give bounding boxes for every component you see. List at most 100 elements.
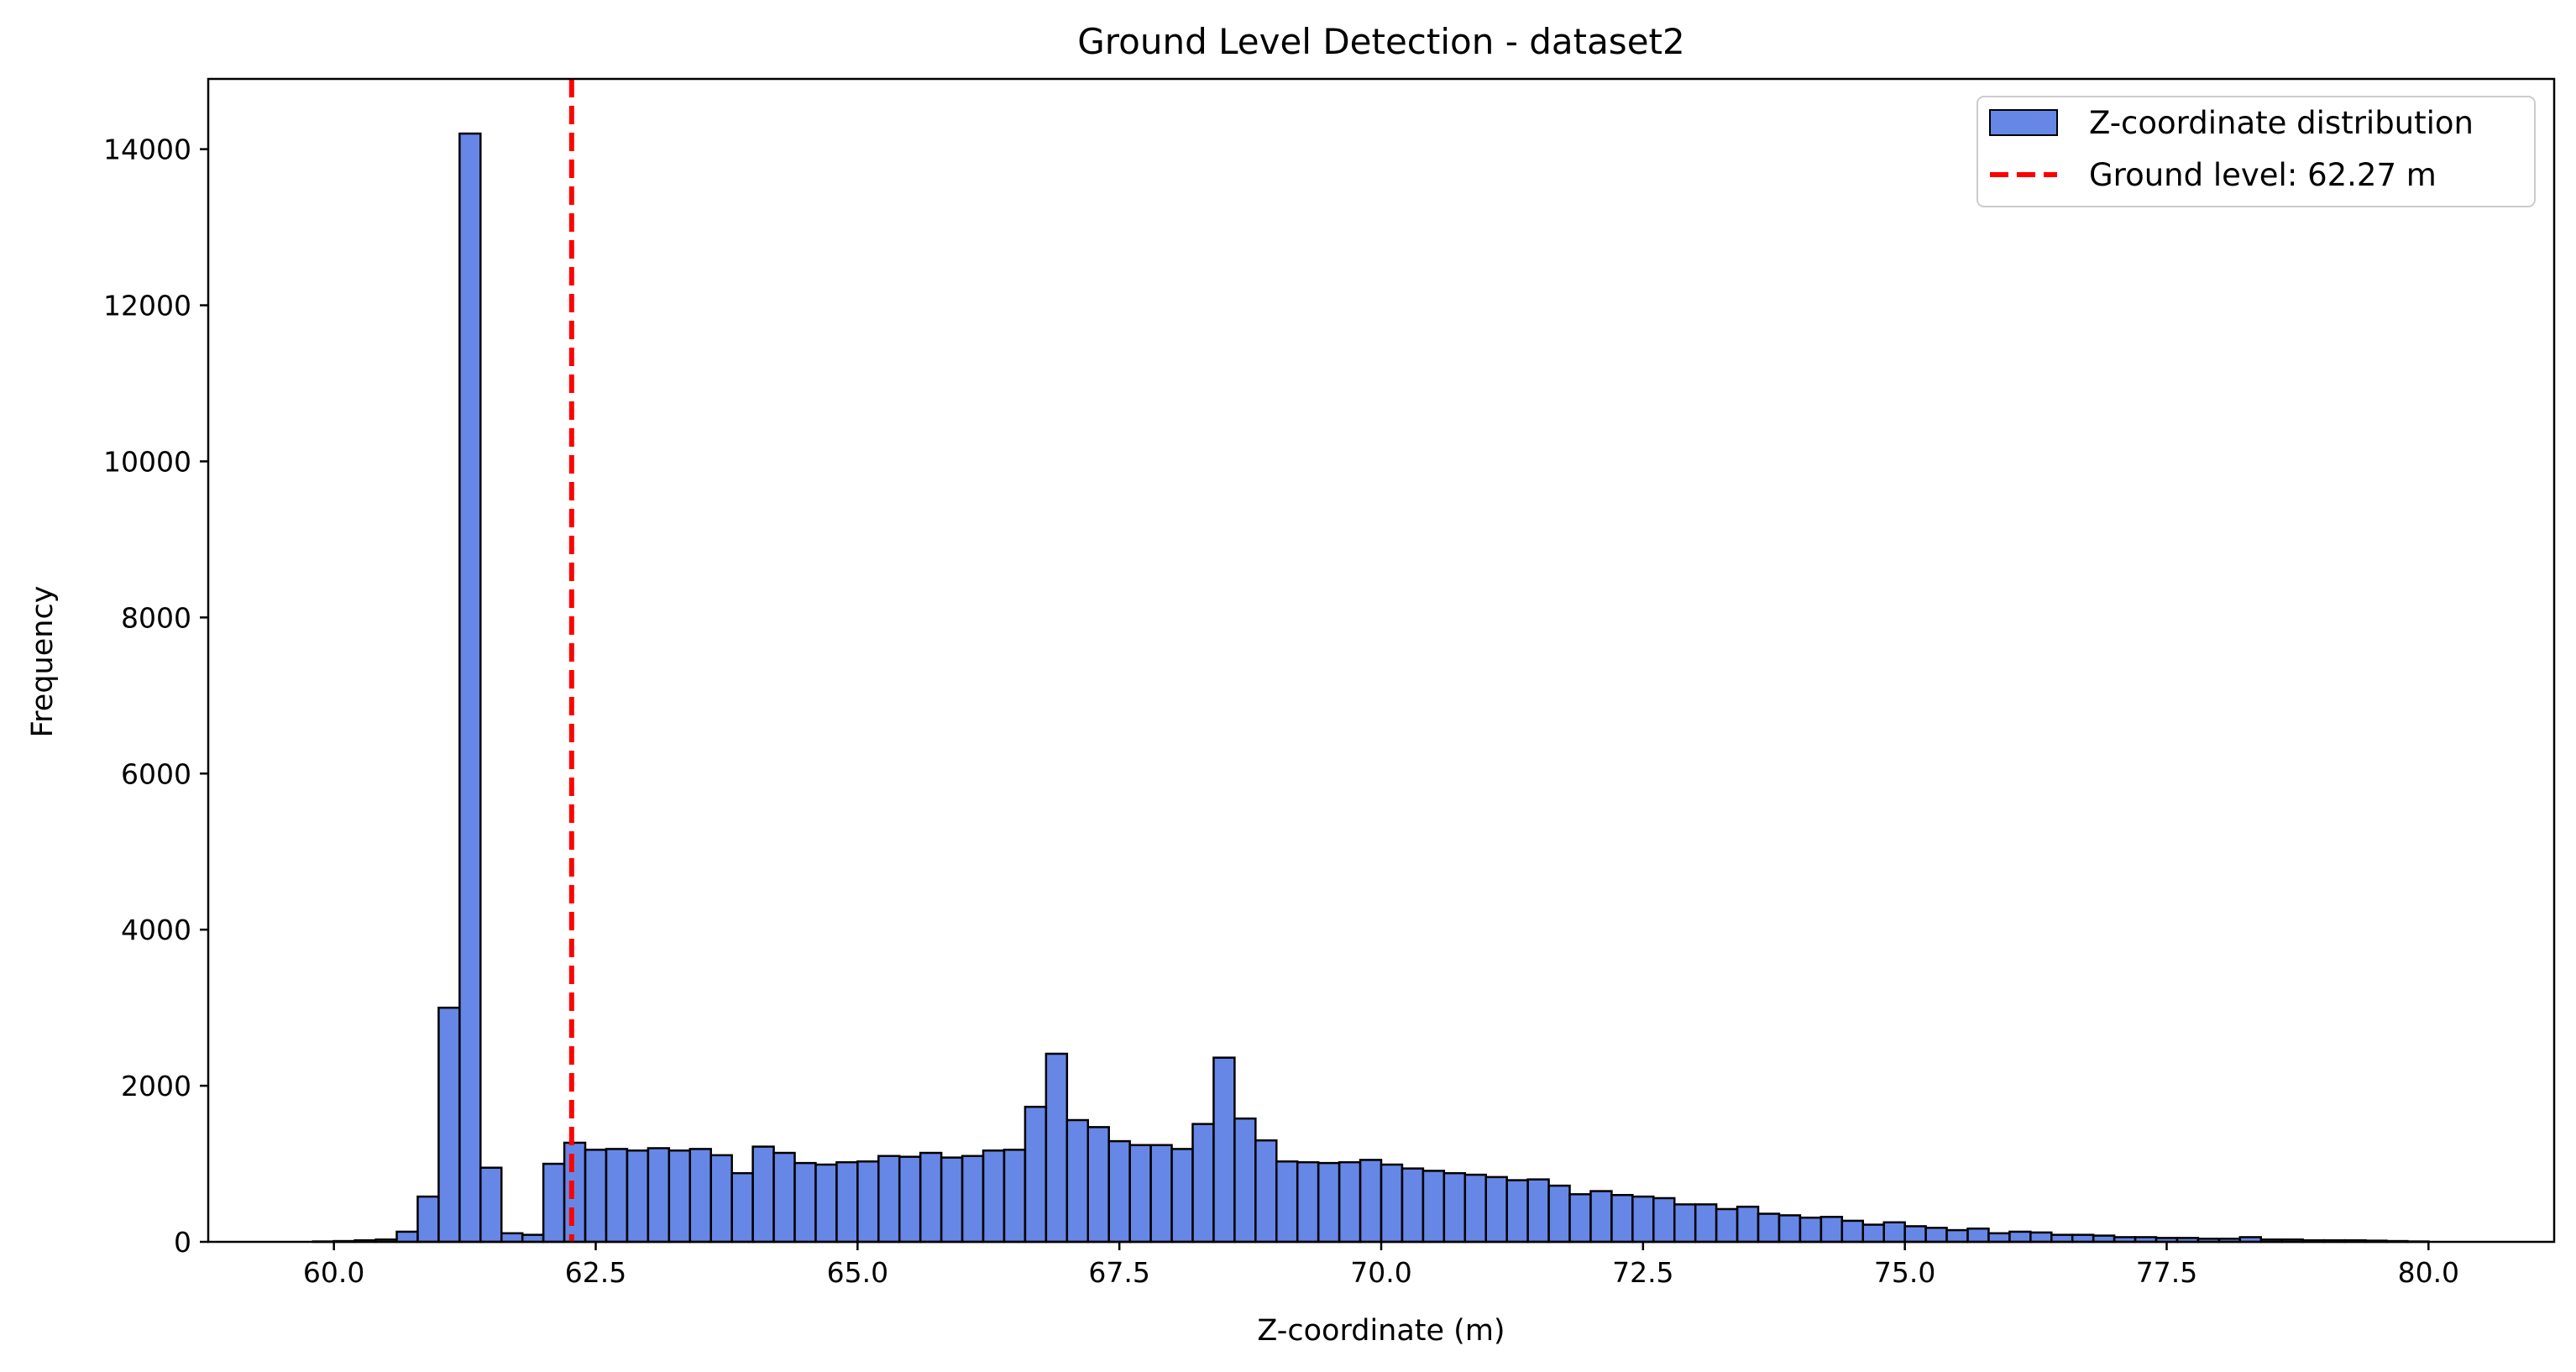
histogram-bar <box>1861 1223 1885 1244</box>
histogram-bar <box>668 1149 692 1244</box>
histogram-bar <box>1275 1160 1299 1244</box>
histogram-bar <box>1924 1227 1948 1244</box>
histogram-bar <box>1149 1144 1173 1244</box>
histogram-bar <box>1945 1228 1969 1244</box>
histogram-bar <box>1840 1219 1865 1244</box>
histogram-bar <box>1652 1197 1676 1244</box>
x-axis-ticks: 60.0 62.5 65.0 67.5 70.0 72.5 75.0 77.5 80.0 <box>303 1242 2459 1289</box>
histogram-bar <box>1715 1207 1739 1244</box>
histogram-bar <box>856 1160 880 1244</box>
histogram-bar <box>1338 1160 1362 1244</box>
legend-swatch-distribution <box>1989 109 2058 136</box>
histogram-bar <box>1003 1149 1027 1244</box>
histogram-bar <box>1673 1203 1697 1244</box>
histogram-bar <box>1317 1161 1341 1244</box>
x-axis-label: Z-coordinate (m) <box>1257 1314 1505 1348</box>
histogram-bar <box>395 1230 419 1244</box>
histogram-bar <box>730 1171 754 1244</box>
legend-label-distribution: Z-coordinate distribution <box>2089 105 2474 141</box>
histogram-bar <box>1191 1123 1215 1244</box>
histogram-bar <box>1694 1203 1718 1244</box>
histogram-bar <box>1631 1195 1655 1244</box>
histogram-bar <box>1736 1205 1760 1244</box>
y-tick-label: 14000 <box>103 134 191 166</box>
histogram-bar <box>458 132 482 1244</box>
histogram-bar <box>1610 1193 1634 1244</box>
histogram-bar <box>877 1155 901 1244</box>
histogram-bar <box>1254 1139 1278 1244</box>
legend-frame <box>1977 96 2536 207</box>
histogram-bar <box>1903 1225 1927 1244</box>
histogram-bar <box>1505 1179 1529 1244</box>
histogram-bar <box>1401 1167 1425 1244</box>
histogram-bar <box>1568 1193 1592 1244</box>
x-tick-label: 72.5 <box>1612 1256 1673 1289</box>
histogram-bar <box>1547 1184 1571 1244</box>
histogram-bar <box>1882 1221 1906 1244</box>
histogram-bar <box>2008 1230 2032 1244</box>
histogram-bar <box>563 1141 587 1244</box>
histogram-bar <box>1778 1214 1802 1244</box>
histogram-bar <box>1045 1052 1069 1244</box>
histogram-bar <box>584 1149 608 1244</box>
histogram-bar <box>1128 1144 1152 1244</box>
histogram-bars <box>312 132 2430 1244</box>
histogram-bar <box>437 1006 461 1244</box>
y-tick-label: 2000 <box>121 1070 191 1102</box>
histogram-bar <box>1819 1216 1844 1244</box>
histogram-bar <box>1422 1170 1446 1244</box>
histogram-bar <box>1212 1056 1236 1244</box>
y-tick-label: 4000 <box>121 914 191 946</box>
histogram-bar <box>1359 1159 1383 1244</box>
histogram-bar <box>1024 1105 1048 1244</box>
x-tick-label: 75.0 <box>1874 1256 1935 1289</box>
histogram-bar <box>1463 1173 1487 1244</box>
histogram-bar <box>1170 1148 1194 1244</box>
x-tick-label: 60.0 <box>303 1256 364 1289</box>
histogram-bar <box>1757 1212 1781 1244</box>
histogram-bar <box>898 1155 922 1244</box>
histogram-bar <box>2071 1233 2095 1244</box>
y-axis-ticks: 0 2000 4000 6000 8000 10000 12000 14000 <box>103 134 208 1259</box>
y-tick-label: 6000 <box>121 757 191 790</box>
y-tick-label: 12000 <box>103 290 191 322</box>
histogram-bar <box>542 1162 566 1244</box>
histogram-bar <box>1296 1160 1320 1244</box>
histogram-bar <box>605 1148 629 1244</box>
legend-label-ground-level: Ground level: 62.27 m <box>2089 157 2437 193</box>
histogram-bar <box>1484 1176 1508 1244</box>
histogram-bar <box>1086 1126 1110 1244</box>
histogram-bar <box>919 1151 943 1244</box>
histogram-bar <box>1065 1118 1090 1244</box>
histogram-bar <box>961 1155 985 1244</box>
y-tick-label: 0 <box>174 1226 191 1259</box>
chart-title: Ground Level Detection - dataset2 <box>1077 21 1684 62</box>
histogram-bar <box>2050 1233 2074 1244</box>
histogram-bar <box>814 1163 838 1244</box>
x-tick-label: 65.0 <box>827 1256 888 1289</box>
histogram-bar <box>500 1232 524 1244</box>
histogram-bar <box>772 1151 796 1244</box>
histogram-bar <box>709 1154 733 1244</box>
histogram-bar <box>1380 1163 1404 1244</box>
histogram-bar <box>1798 1216 1823 1244</box>
histogram-bar <box>1966 1227 1990 1244</box>
histogram-bar <box>1987 1232 2011 1244</box>
histogram-bar <box>647 1147 671 1244</box>
histogram-bar <box>982 1149 1006 1244</box>
x-tick-label: 77.5 <box>2136 1256 2197 1289</box>
histogram-bar <box>2029 1231 2053 1244</box>
histogram-bar <box>793 1161 817 1244</box>
histogram-bar <box>835 1160 859 1244</box>
histogram-bar <box>940 1156 964 1244</box>
histogram-bar <box>416 1195 440 1244</box>
x-tick-label: 80.0 <box>2398 1256 2459 1289</box>
legend: Z-coordinate distribution Ground level: … <box>1977 96 2536 207</box>
histogram-bar <box>751 1145 775 1244</box>
y-tick-label: 10000 <box>103 445 191 478</box>
histogram-bar <box>1442 1171 1467 1244</box>
y-axis-label: Frequency <box>26 586 60 738</box>
histogram-bar <box>1526 1178 1550 1244</box>
